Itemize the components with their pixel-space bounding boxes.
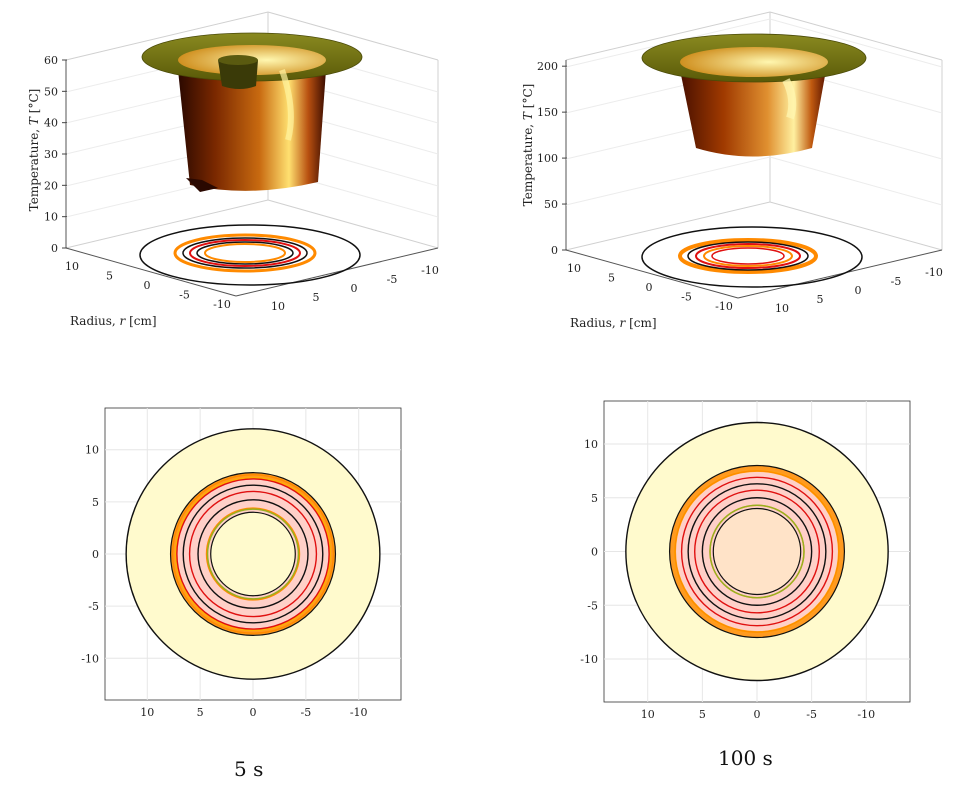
contour-line bbox=[206, 508, 300, 600]
contour-line bbox=[694, 489, 820, 614]
x-axis-label: Radius, r [cm] bbox=[570, 316, 657, 330]
contour-line bbox=[687, 483, 827, 620]
x-tick-label: -10 bbox=[213, 298, 231, 311]
x-tick-label: 5 bbox=[197, 706, 204, 719]
x-tick-label: 0 bbox=[250, 706, 257, 719]
y-tick-label: -10 bbox=[925, 266, 943, 279]
y-tick-label: 10 bbox=[584, 438, 598, 451]
z-ticks: 0 10 20 30 40 50 60 bbox=[44, 54, 67, 255]
z-tick-label: 200 bbox=[537, 60, 558, 73]
z-tick-label: 150 bbox=[537, 106, 558, 119]
contour-line bbox=[188, 490, 318, 618]
z-tick-label: 0 bbox=[551, 244, 558, 257]
y-tick-label: 0 bbox=[855, 284, 862, 297]
y-tick-label: -5 bbox=[891, 275, 902, 288]
y-tick-label: -10 bbox=[81, 652, 99, 665]
inner-hole-circle bbox=[210, 511, 296, 597]
temperature-surface bbox=[641, 33, 867, 157]
contour-line bbox=[205, 507, 301, 601]
y-tick-label: 10 bbox=[85, 444, 99, 457]
inner-hole-circle bbox=[712, 507, 802, 596]
z-tick-label: 60 bbox=[44, 54, 58, 67]
z-ticks: 0 50 100 150 200 bbox=[537, 60, 567, 257]
caption-100s: 100 s bbox=[718, 746, 773, 770]
x-tick-label: 10 bbox=[567, 262, 581, 275]
y-tick-label: 5 bbox=[817, 293, 824, 306]
x-tick-label: 5 bbox=[608, 272, 615, 285]
z-axis-label: Temperature, T [°C] bbox=[27, 89, 41, 212]
x-tick-label: 10 bbox=[641, 708, 655, 721]
z-tick-label: 0 bbox=[51, 242, 58, 255]
x-tick-label: -5 bbox=[681, 291, 692, 304]
y-tick-label: -5 bbox=[88, 600, 99, 613]
caption-5s: 5 s bbox=[234, 757, 264, 781]
contour-line bbox=[701, 497, 813, 606]
contour-line bbox=[182, 484, 324, 624]
contour-line bbox=[674, 470, 840, 633]
y-tick-label: -5 bbox=[387, 273, 398, 286]
x-tick-label: 5 bbox=[699, 708, 706, 721]
z-tick-label: 100 bbox=[537, 152, 558, 165]
y-tick-label: 10 bbox=[271, 300, 285, 313]
floor-contours bbox=[139, 224, 361, 286]
y-tick-label: -5 bbox=[587, 599, 598, 612]
z-tick-label: 10 bbox=[44, 211, 58, 224]
y-tick-label: 5 bbox=[313, 291, 320, 304]
y-ticks: 10 5 0 -5 -10 bbox=[271, 264, 439, 313]
x-ticks: 10 5 0 -5 -10 bbox=[65, 260, 231, 311]
y-tick-label: 5 bbox=[92, 496, 99, 509]
z-tick-label: 20 bbox=[44, 179, 58, 192]
z-axis-label: Temperature, T [°C] bbox=[521, 84, 535, 207]
temperature-surface bbox=[141, 32, 363, 192]
contour-line bbox=[680, 476, 834, 627]
contour-plot-5s: 10 5 0 -5 -10 10 5 0 -5 -10 bbox=[81, 407, 402, 719]
x-tick-label: -5 bbox=[300, 706, 311, 719]
x-tick-label: 5 bbox=[106, 270, 113, 283]
z-tick-label: 30 bbox=[44, 148, 58, 161]
y-tick-label: 0 bbox=[591, 546, 598, 559]
x-tick-label: 10 bbox=[140, 706, 154, 719]
x-tick-label: 10 bbox=[65, 260, 79, 273]
floor-contours bbox=[641, 226, 863, 288]
x-tick-label: 0 bbox=[646, 281, 653, 294]
y-tick-label: -10 bbox=[580, 653, 598, 666]
z-tick-label: 40 bbox=[44, 117, 58, 130]
contour-line bbox=[197, 499, 309, 609]
x-tick-label: -10 bbox=[350, 706, 368, 719]
x-ticks: 10 5 0 -5 -10 bbox=[567, 262, 733, 313]
y-ticks: 10 5 0 -5 -10 bbox=[775, 266, 943, 315]
contour-line bbox=[176, 478, 330, 630]
x-axis-label: Radius, r [cm] bbox=[70, 314, 157, 328]
y-tick-label: 5 bbox=[591, 492, 598, 505]
y-tick-label: 0 bbox=[351, 282, 358, 295]
y-tick-label: 0 bbox=[92, 548, 99, 561]
x-tick-label: 0 bbox=[754, 708, 761, 721]
x-tick-label: -10 bbox=[857, 708, 875, 721]
z-tick-label: 50 bbox=[544, 198, 558, 211]
x-tick-label: -5 bbox=[806, 708, 817, 721]
z-tick-label: 50 bbox=[44, 85, 58, 98]
contour-line bbox=[171, 474, 335, 634]
y-tick-label: 10 bbox=[775, 302, 789, 315]
x-tick-label: 0 bbox=[144, 279, 151, 292]
contour-line bbox=[709, 504, 805, 599]
y-tick-label: -10 bbox=[421, 264, 439, 277]
contour-plot-100s: 10 5 0 -5 -10 10 5 0 -5 -10 bbox=[580, 400, 911, 721]
x-tick-label: -10 bbox=[715, 300, 733, 313]
x-tick-label: -5 bbox=[179, 289, 190, 302]
